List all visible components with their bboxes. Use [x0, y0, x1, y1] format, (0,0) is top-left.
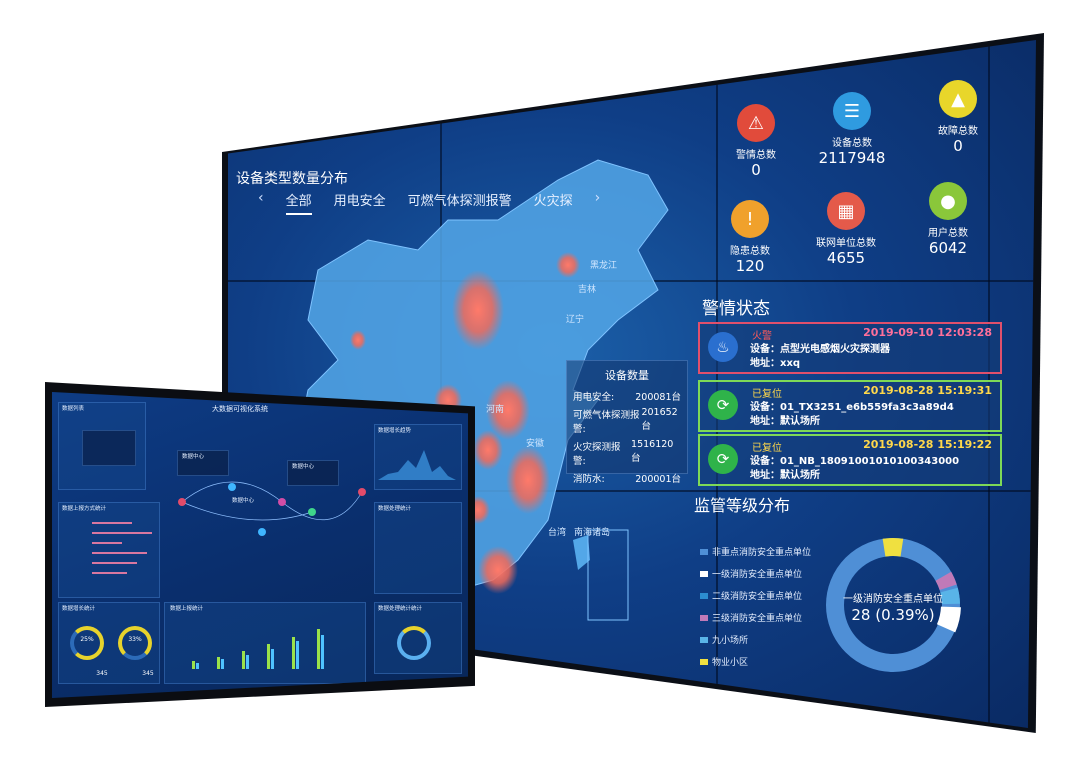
process-table-panel [374, 502, 462, 594]
donut-center-value: 28 (0.39%) [851, 606, 935, 624]
monitor-title: 大数据可视化系统 [212, 405, 268, 413]
chevron-right-icon[interactable]: › [594, 190, 601, 206]
node-label: 数据中心 [292, 464, 315, 470]
progress-ring [118, 626, 152, 660]
taiwan-shape [573, 535, 590, 570]
tab-fire[interactable]: 火灾探 [533, 194, 573, 209]
left-panel-title: 数据列表 [62, 406, 85, 412]
tab-all[interactable]: 全部 [285, 190, 312, 215]
trend-title: 数据增长趋势 [378, 428, 412, 434]
legend-row: 消防水: 200001台 [573, 474, 681, 485]
progress-ring [397, 626, 431, 660]
reset-icon: ⟳ [708, 444, 738, 474]
heat-spot [452, 270, 504, 350]
hbar [92, 532, 152, 534]
tab-gas[interactable]: 可燃气体探测报警 [407, 194, 512, 209]
map-panel-title: 设备类型数量分布 [236, 171, 348, 187]
report-bars [182, 614, 352, 669]
device-count-legend: 设备数量 用电安全: 200081台 可燃气体探测报警: 201652台 火灾探测报… [566, 360, 688, 485]
progress-ring [70, 626, 104, 660]
alarm-card[interactable]: ⟳ 已复位 2019-08-28 15:19:22 设备：01_NB_18091… [698, 434, 1002, 486]
process-stats-title: 数据处理统计统计 [378, 606, 423, 612]
warning-icon: ▲ [939, 80, 977, 118]
supervision-title: 监管等级分布 [694, 496, 791, 515]
report-chart-panel [164, 602, 366, 684]
legend-item: 非重点消防安全重点单位 [700, 545, 811, 558]
process-table-title: 数据处理统计 [378, 506, 412, 512]
report-method-panel [58, 502, 160, 598]
chevron-left-icon[interactable]: ‹ [258, 190, 264, 206]
stat-device-total: ☰ 设备总数 2117948 [812, 92, 892, 167]
node-card [287, 460, 339, 486]
hbar [92, 562, 137, 564]
map-place-label: 台湾 [548, 528, 567, 538]
legend-row: 火灾探测报警: 1516120台 [573, 439, 674, 467]
legend-item: 三级消防安全重点单位 [700, 611, 811, 624]
network-diagram [178, 481, 366, 536]
building-icon: ▦ [827, 192, 865, 230]
legend-row: 可燃气体探测报警: 201652台 [573, 407, 678, 435]
heat-spot [350, 330, 366, 350]
ring-value: 25% [80, 636, 94, 643]
alarm-icon: ⚠ [737, 104, 775, 142]
trend-area-chart [378, 450, 456, 480]
supervision-donut [825, 537, 961, 673]
map-place-label: 辽宁 [566, 315, 585, 325]
legend-item: 物业小区 [700, 655, 811, 668]
report-method-title: 数据上报方式统计 [62, 506, 107, 512]
node-card [177, 450, 229, 476]
map-place-label: 吉林 [578, 285, 597, 295]
ring-footer: 345 [96, 670, 108, 677]
stat-fault-total: ▲ 故障总数 0 [918, 80, 998, 155]
supervision-legend: 非重点消防安全重点单位 一级消防安全重点单位 二级消防安全重点单位 三级消防安全… [700, 545, 811, 677]
info-card [82, 430, 136, 466]
node-label: 数据中心 [182, 454, 205, 460]
map-place-label: 南海诸岛 [574, 528, 611, 538]
stat-hazard-total: ! 隐患总数 120 [710, 200, 790, 275]
hazard-icon: ! [731, 200, 769, 238]
heat-spot [506, 446, 550, 514]
alarm-card[interactable]: ⟳ 已复位 2019-08-28 15:19:31 设备：01_TX3251_e… [698, 380, 1002, 432]
heat-spot [473, 430, 503, 470]
heat-spot [556, 252, 580, 278]
legend-row: 用电安全: 200081台 [573, 392, 681, 403]
alarm-card[interactable]: ♨ 火警 2019-09-10 12:03:28 设备：点型光电感烟火灾探测器 … [698, 322, 1002, 374]
legend-title: 设备数量 [605, 369, 649, 382]
south-sea-inset [587, 529, 629, 621]
tab-electric[interactable]: 用电安全 [333, 194, 386, 209]
legend-item: 二级消防安全重点单位 [700, 589, 811, 602]
growth-title: 数据增长统计 [62, 606, 96, 612]
hbar [92, 552, 147, 554]
alarm-status-title: 警情状态 [702, 299, 770, 319]
hbar [92, 542, 122, 544]
heat-spot [478, 546, 518, 594]
database-icon: ☰ [833, 92, 871, 130]
node-label: 数据中心 [232, 498, 255, 504]
report-chart-title: 数据上报统计 [170, 606, 204, 612]
reset-icon: ⟳ [708, 390, 738, 420]
user-icon: ● [929, 182, 967, 220]
donut-center-label: 一级消防安全重点单位 [843, 594, 943, 605]
heat-spot [486, 380, 530, 440]
ring-footer: 345 [142, 670, 154, 677]
stat-user-total: ● 用户总数 6042 [908, 182, 988, 257]
map-place-label: 安徽 [526, 439, 545, 449]
map-place-label: 黑龙江 [590, 261, 618, 271]
stat-unit-total: ▦ 联网单位总数 4655 [806, 192, 886, 267]
fire-icon: ♨ [708, 332, 738, 362]
hbar [92, 572, 127, 574]
stat-alarm-total: ⚠ 警情总数 0 [716, 104, 796, 179]
legend-item: 一级消防安全重点单位 [700, 567, 811, 580]
legend-item: 九小场所 [700, 633, 811, 646]
map-place-label: 河南 [486, 405, 505, 415]
ring-value: 33% [128, 636, 142, 643]
wall-seam [228, 490, 1036, 492]
map-tabs: ‹ 全部 用电安全 可燃气体探测报警 火灾探 › [258, 190, 600, 215]
monitor-screen: 大数据可视化系统 数据列表 数据上报方式统计 数据增长统计 25% 33% 34… [52, 392, 468, 698]
hbar [92, 522, 132, 524]
